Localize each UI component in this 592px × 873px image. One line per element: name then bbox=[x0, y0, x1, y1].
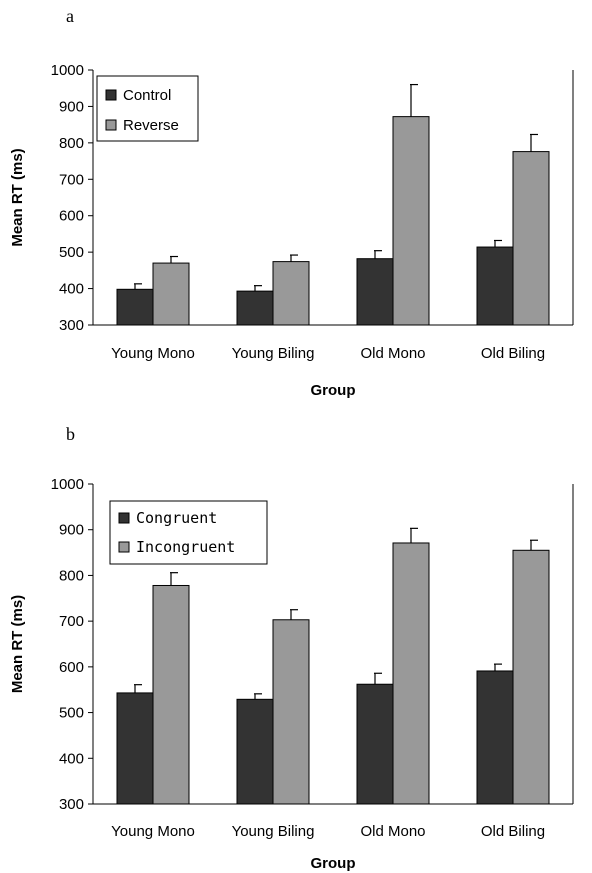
x-tick-label: Young Biling bbox=[232, 345, 315, 362]
y-axis-title: Mean RT (ms) bbox=[9, 595, 26, 693]
legend-label: Congruent bbox=[136, 509, 217, 527]
legend-swatch bbox=[106, 120, 116, 130]
legend-label: Incongruent bbox=[136, 538, 235, 556]
x-tick-label: Young Mono bbox=[111, 823, 195, 840]
panel-b: b 300 400 500 600 700 800 900 1000 Young Mono Youn… bbox=[9, 424, 573, 872]
y-tick-label: 700 bbox=[59, 613, 84, 630]
y-tick-label: 1000 bbox=[51, 476, 84, 493]
bar bbox=[237, 699, 273, 804]
y-tick-label: 300 bbox=[59, 796, 84, 813]
panel-label: a bbox=[66, 6, 74, 26]
bar bbox=[513, 550, 549, 804]
bar bbox=[393, 117, 429, 325]
bar bbox=[357, 259, 393, 325]
legend-swatch bbox=[119, 513, 129, 523]
bar bbox=[117, 289, 153, 325]
bar bbox=[477, 671, 513, 804]
bar bbox=[153, 263, 189, 325]
x-tick-label: Old Biling bbox=[481, 345, 545, 362]
y-tick-label: 800 bbox=[59, 135, 84, 152]
legend: Control Reverse bbox=[97, 76, 198, 141]
y-tick-label: 400 bbox=[59, 750, 84, 767]
y-tick-label: 900 bbox=[59, 98, 84, 115]
y-tick-label: 500 bbox=[59, 244, 84, 261]
legend-label: Control bbox=[123, 87, 171, 104]
y-tick-label: 400 bbox=[59, 281, 84, 298]
legend-swatch bbox=[119, 542, 129, 552]
y-tick-label: 900 bbox=[59, 522, 84, 539]
bar bbox=[357, 684, 393, 804]
x-tick-label: Old Mono bbox=[360, 345, 425, 362]
y-tick-label: 500 bbox=[59, 705, 84, 722]
x-tick-label: Old Mono bbox=[360, 823, 425, 840]
legend-label: Reverse bbox=[123, 117, 179, 134]
y-tick-label: 700 bbox=[59, 171, 84, 188]
panel-a: a 300 400 500 600 700 800 900 1000 Young Mono Youn… bbox=[9, 6, 573, 399]
y-tick-label: 800 bbox=[59, 567, 84, 584]
bar bbox=[153, 585, 189, 804]
panel-label: b bbox=[66, 424, 75, 444]
x-axis-title: Group bbox=[311, 855, 356, 872]
bar bbox=[273, 620, 309, 804]
y-tick-label: 600 bbox=[59, 659, 84, 676]
y-tick-label: 600 bbox=[59, 208, 84, 225]
bar bbox=[273, 262, 309, 325]
x-tick-label: Young Biling bbox=[232, 823, 315, 840]
bar bbox=[393, 543, 429, 804]
x-axis-title: Group bbox=[311, 382, 356, 399]
y-tick-label: 1000 bbox=[51, 62, 84, 79]
bar bbox=[237, 291, 273, 325]
y-axis-title: Mean RT (ms) bbox=[9, 148, 26, 246]
legend-swatch bbox=[106, 90, 116, 100]
bar bbox=[513, 152, 549, 325]
x-tick-label: Old Biling bbox=[481, 823, 545, 840]
bar bbox=[117, 693, 153, 804]
x-tick-label: Young Mono bbox=[111, 345, 195, 362]
legend: Congruent Incongruent bbox=[110, 501, 267, 564]
bar bbox=[477, 247, 513, 325]
y-tick-label: 300 bbox=[59, 317, 84, 334]
